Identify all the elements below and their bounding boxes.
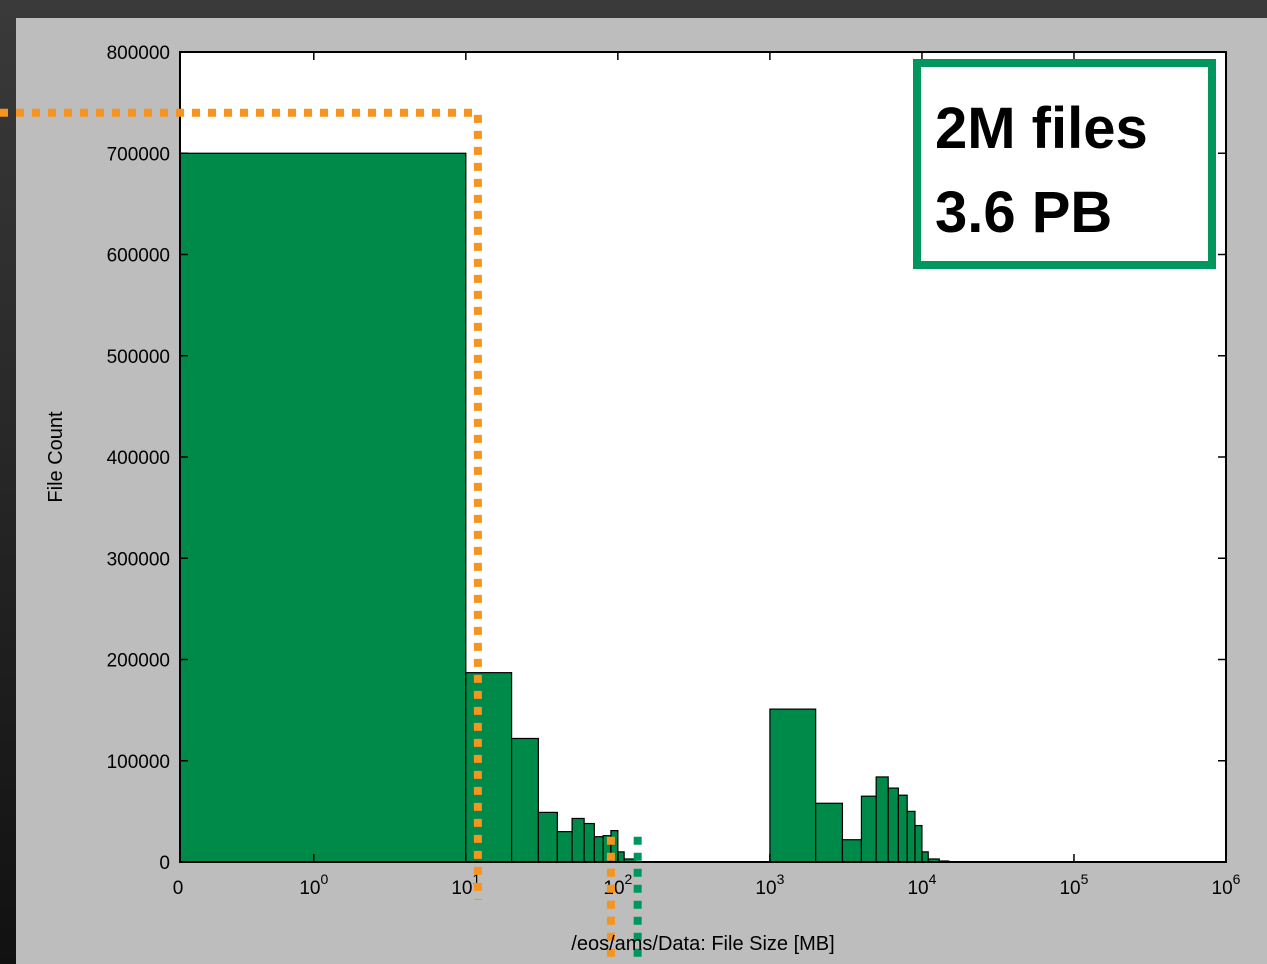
- y-tick-label-7: 700000: [107, 144, 170, 165]
- y-axis-title: File Count: [45, 411, 67, 503]
- x-tick-label-4: 103: [755, 871, 784, 899]
- bar-20: [914, 824, 923, 863]
- bar-21: [921, 851, 929, 863]
- x-tick-label-1: 100: [299, 871, 328, 899]
- bar-7: [593, 836, 604, 863]
- bar-15: [860, 795, 877, 863]
- y-tick-label-8: 800000: [107, 43, 170, 64]
- y-tick-label-0: 0: [159, 853, 170, 874]
- guide-lines: [0, 108, 642, 964]
- bar-5: [571, 817, 585, 863]
- y-tick-label-4: 400000: [107, 448, 170, 469]
- x-tick-label-7: 106: [1212, 871, 1241, 899]
- bar-17: [887, 787, 899, 863]
- x-tick-label-0: 0: [173, 878, 184, 899]
- y-tick-label-6: 600000: [107, 246, 170, 267]
- bar-19: [906, 810, 916, 863]
- bar-4: [556, 831, 573, 863]
- bars-group: [179, 152, 950, 863]
- bar-18: [897, 794, 908, 863]
- x-axis-title: /eos/ams/Data: File Size [MB]: [571, 933, 834, 955]
- x-tick-label-5: 104: [907, 871, 936, 899]
- y-tick-label-2: 200000: [107, 651, 170, 672]
- bar-1: [465, 672, 513, 863]
- annotation-line-files: 2M files: [935, 96, 1148, 161]
- bar-16: [875, 776, 889, 863]
- y-tick-label-5: 500000: [107, 347, 170, 368]
- bar-0: [179, 152, 467, 863]
- x-axis: 0 100 101 102 103 104 105 106: [173, 52, 1241, 899]
- bar-3: [537, 811, 558, 863]
- y-tick-label-3: 300000: [107, 549, 170, 570]
- bar-14: [841, 839, 863, 863]
- bar-10: [617, 851, 625, 863]
- annotation-line-size: 3.6 PB: [935, 180, 1112, 245]
- x-tick-label-2: 101: [451, 871, 480, 899]
- bar-13: [815, 802, 844, 863]
- bar-6: [583, 822, 595, 863]
- x-tick-label-6: 105: [1059, 871, 1088, 899]
- y-axis: 0 100000 200000 300000 400000 500000 600000 700…: [107, 43, 1226, 874]
- y-tick-label-1: 100000: [107, 752, 170, 773]
- bar-12: [769, 708, 817, 863]
- bar-2: [510, 737, 539, 863]
- annotation-box: 2M files 3.6 PB: [913, 59, 1216, 269]
